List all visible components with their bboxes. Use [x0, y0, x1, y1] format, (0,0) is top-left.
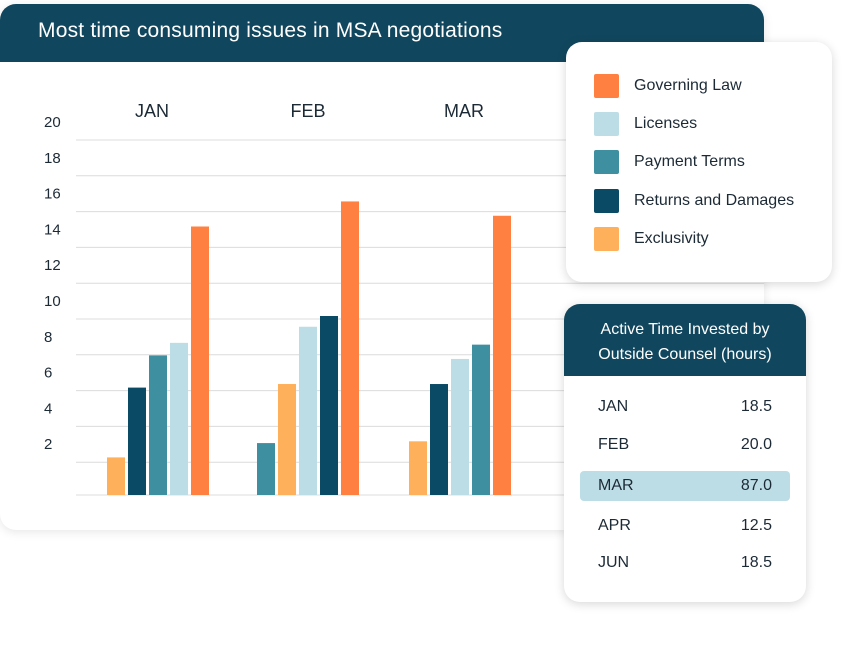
table-row: JUN 18.5 [580, 548, 790, 578]
row-month: MAR [598, 477, 634, 494]
bar-exclusivity [278, 384, 296, 495]
category-label: FEB [290, 101, 325, 121]
table-row: MAR 87.0 [580, 471, 790, 501]
bar-licenses [299, 326, 317, 495]
legend-swatch [594, 189, 619, 213]
hours-table: Active Time Invested by Outside Counsel … [564, 304, 806, 602]
row-value: 18.5 [740, 554, 772, 571]
bar-governing-law [493, 215, 511, 495]
row-month: JUN [598, 554, 630, 571]
y-tick-label: 2 [44, 436, 52, 453]
row-value: 12.5 [740, 517, 772, 534]
y-tick-label: 12 [44, 257, 61, 274]
table-row: JAN 18.5 [580, 392, 790, 422]
table-row: APR 12.5 [580, 511, 790, 541]
row-value: 20.0 [740, 436, 772, 453]
y-tick-label: 20 [44, 114, 61, 131]
y-tick-label: 18 [44, 150, 61, 167]
row-month: JAN [598, 398, 629, 415]
legend: Governing Law Licenses Payment Terms Ret… [566, 42, 832, 282]
category-label: JAN [135, 101, 169, 121]
bar-returns-and-damages [128, 387, 146, 495]
y-tick-label: 16 [44, 186, 61, 203]
bar-returns-and-damages [430, 384, 448, 495]
y-tick-label: 4 [44, 400, 52, 417]
row-value: 18.5 [740, 398, 772, 415]
table-header: Active Time Invested by Outside Counsel … [564, 304, 806, 376]
bar-payment-terms [149, 355, 167, 495]
category-label: MAR [444, 101, 484, 121]
bar-governing-law [341, 201, 359, 495]
legend-label: Exclusivity [634, 230, 709, 247]
legend-label: Licenses [634, 115, 698, 132]
legend-label: Governing Law [634, 77, 742, 94]
legend-swatch [594, 227, 619, 251]
bar-licenses [170, 342, 188, 495]
y-tick-label: 6 [44, 365, 52, 382]
bar-governing-law [191, 226, 209, 495]
y-tick-label: 10 [44, 293, 61, 310]
y-tick-label: 8 [44, 329, 52, 346]
row-month: APR [598, 517, 631, 534]
bar-exclusivity [107, 457, 125, 495]
bar-payment-terms [257, 443, 275, 495]
legend-swatch [594, 150, 619, 174]
table-row: FEB 20.0 [580, 430, 790, 460]
bar-payment-terms [472, 344, 490, 495]
bar-licenses [451, 358, 469, 495]
table-title: Active Time Invested by Outside Counsel … [598, 321, 772, 363]
row-month: FEB [598, 436, 630, 453]
row-value: 87.0 [740, 477, 772, 494]
bar-returns-and-damages [320, 316, 338, 495]
legend-label: Payment Terms [634, 153, 745, 170]
chart-title: Most time consuming issues in MSA negoti… [38, 19, 503, 42]
legend-swatch [594, 74, 619, 98]
legend-swatch [594, 112, 619, 136]
y-tick-label: 14 [44, 221, 61, 238]
bar-exclusivity [409, 441, 427, 495]
legend-label: Returns and Damages [634, 192, 795, 209]
